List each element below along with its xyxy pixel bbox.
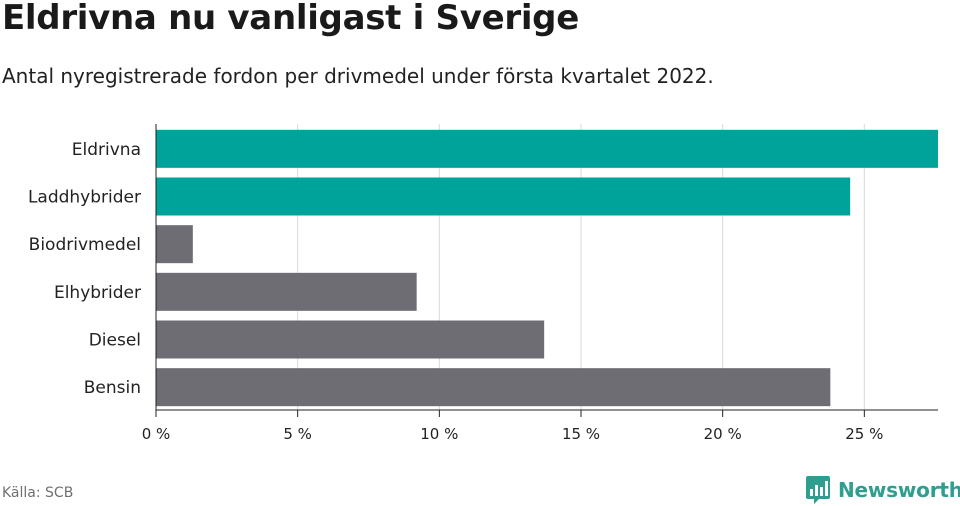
category-label: Bensin	[84, 378, 141, 398]
brand-logo: Newsworthy	[805, 474, 960, 506]
category-label: Biodrivmedel	[29, 235, 141, 255]
bar-chart-icon	[806, 476, 830, 504]
category-label: Diesel	[89, 331, 141, 351]
category-label: Eldrivna	[72, 140, 141, 160]
bar	[156, 368, 831, 407]
tick-label: 5 %	[283, 425, 312, 443]
source-note: Källa: SCB	[2, 485, 74, 501]
category-label: Laddhybrider	[28, 188, 141, 208]
category-label: Elhybrider	[54, 283, 141, 303]
bar-chart: Eldrivna Laddhybrider Biodrivmedel Elhybrid…	[28, 124, 938, 443]
tick-label: 20 %	[704, 425, 742, 443]
bar	[156, 177, 851, 216]
brand-name: Newsworthy	[838, 478, 960, 502]
tick-label: 0 %	[142, 425, 171, 443]
chart-title: Eldrivna nu vanligast i Sverige	[2, 0, 579, 38]
tick-label: 15 %	[562, 425, 600, 443]
bar	[156, 225, 193, 264]
bar	[156, 320, 545, 359]
bar	[156, 272, 417, 311]
bar	[156, 129, 938, 168]
tick-label: 10 %	[420, 425, 458, 443]
tick-label: 25 %	[845, 425, 883, 443]
chart-subtitle: Antal nyregistrerade fordon per drivmede…	[2, 64, 714, 88]
